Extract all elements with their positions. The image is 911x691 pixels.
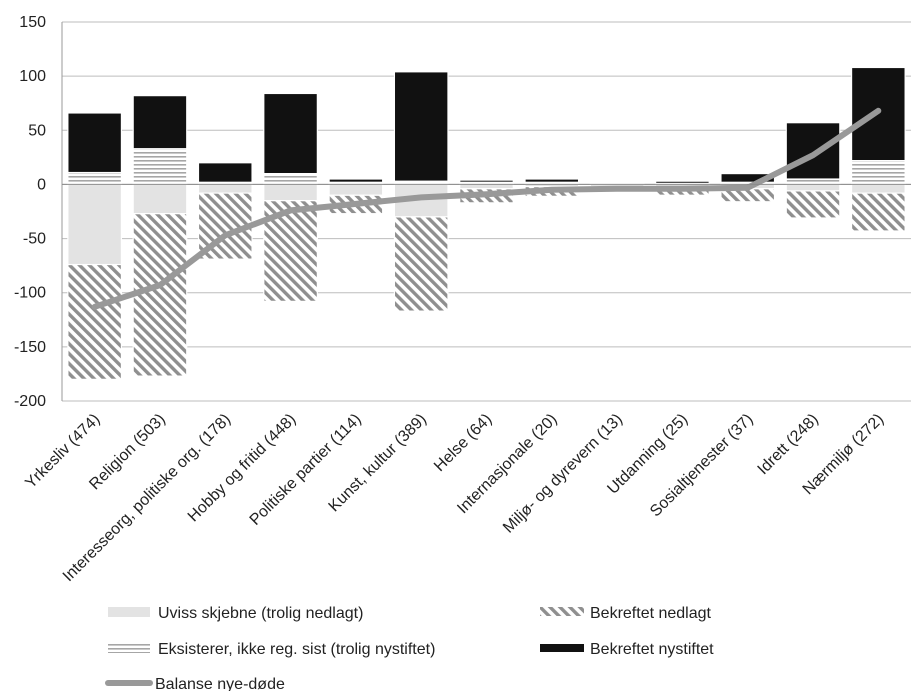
y-axis-tick-labels: 150 100 50 0 -50 -100 -150 -200 <box>14 14 46 410</box>
x-category-label: Helse (64) <box>431 411 495 475</box>
bar-segment <box>132 183 188 215</box>
x-category-label: Miljø- og dyrevern (13) <box>500 411 626 537</box>
bar-segment <box>263 92 318 175</box>
y-tick-label: -200 <box>14 393 46 410</box>
bar-segment <box>785 183 841 192</box>
bar-segment <box>67 263 123 380</box>
y-tick-label: 150 <box>19 14 46 31</box>
bar-segment <box>132 213 188 377</box>
x-axis-category-labels: Yrkesliv (474)Religion (503)Interesseorg… <box>22 411 887 585</box>
bar-segment <box>785 178 841 186</box>
legend-label: Balanse nye-døde <box>155 676 285 691</box>
legend-item: Eksisterer, ikke reg. sist (trolig nysti… <box>108 641 435 658</box>
legend-label: Eksisterer, ikke reg. sist (trolig nysti… <box>158 641 435 658</box>
y-tick-label: 0 <box>37 176 46 193</box>
bars <box>67 66 906 380</box>
bar-segment <box>393 216 449 312</box>
legend-swatch-light <box>108 607 150 617</box>
legend-item: Bekreftet nedlagt <box>540 605 712 622</box>
bar-segment <box>132 148 188 186</box>
bar-segment <box>785 190 841 219</box>
axes <box>61 22 911 401</box>
x-category-label: Hobby og fritid (448) <box>185 411 300 526</box>
bar-segment <box>850 192 906 232</box>
bar-segment <box>132 95 188 150</box>
bar-segment <box>263 183 318 202</box>
legend-item: Uviss skjebne (trolig nedlagt) <box>108 605 363 622</box>
bar-segment <box>459 183 514 190</box>
legend-swatch-solid <box>540 644 584 652</box>
legend-item: Bekreftet nystiftet <box>540 641 714 658</box>
legend-item: Balanse nye-døde <box>105 676 285 691</box>
bar-segment <box>197 162 253 183</box>
bar-segment <box>67 112 123 174</box>
balance-line <box>91 107 882 310</box>
x-category-label: Politiske partier (114) <box>247 411 365 529</box>
y-tick-label: -100 <box>14 285 46 302</box>
bar-segment <box>850 160 906 186</box>
bar-segment <box>263 173 318 186</box>
bar-segment <box>850 183 906 194</box>
y-tick-label: -150 <box>14 339 46 356</box>
legend: Uviss skjebne (trolig nedlagt) Bekreftet … <box>105 605 714 691</box>
legend-label: Bekreftet nystiftet <box>590 641 714 658</box>
legend-label: Uviss skjebne (trolig nedlagt) <box>158 605 363 622</box>
y-tick-label: 50 <box>28 122 46 139</box>
x-category-label: Idrett (248) <box>755 411 822 478</box>
legend-swatch-lines <box>108 643 150 653</box>
bar-segment <box>393 71 449 182</box>
bar-segment <box>67 183 123 266</box>
bar-segment <box>720 173 776 183</box>
bar-segment <box>67 171 123 186</box>
bar-segment <box>263 200 318 302</box>
bar-segment <box>197 183 253 194</box>
bar-segment <box>785 122 841 180</box>
bar-segment <box>459 179 514 183</box>
y-tick-label: -50 <box>23 231 46 248</box>
bar-segment <box>524 178 580 183</box>
legend-label: Bekreftet nedlagt <box>590 605 712 622</box>
balance-line-layer <box>91 107 882 310</box>
bar-segment <box>328 178 384 183</box>
gridlines <box>62 21 911 402</box>
bar-segment <box>328 183 384 196</box>
bar-segment <box>655 180 710 184</box>
y-tick-label: 100 <box>19 68 46 85</box>
legend-swatch-hatch <box>540 607 584 616</box>
